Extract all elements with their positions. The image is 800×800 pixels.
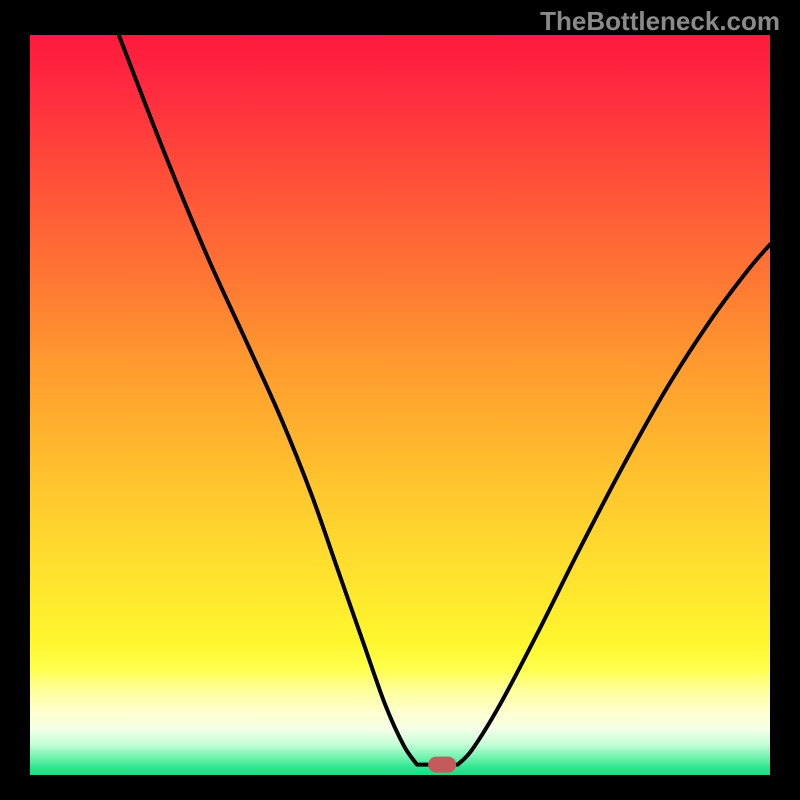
optimum-marker: [428, 757, 456, 773]
plot-svg: [30, 35, 770, 775]
plot-area: [30, 35, 770, 775]
watermark-text: TheBottleneck.com: [540, 6, 780, 37]
